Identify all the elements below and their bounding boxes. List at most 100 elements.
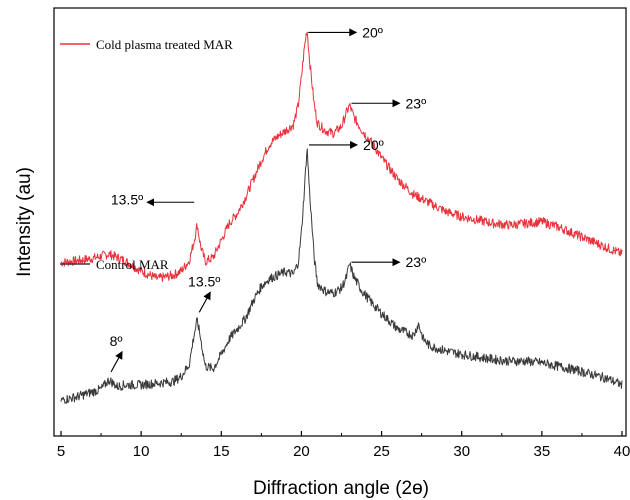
series-line [60, 31, 623, 282]
data-point [309, 58, 310, 59]
data-point [325, 291, 326, 292]
data-point [309, 190, 310, 191]
x-tick-label: 35 [534, 443, 551, 460]
data-point [277, 275, 278, 276]
data-point [60, 400, 61, 401]
annotation-label: 13.5º [188, 273, 220, 289]
data-point [193, 334, 194, 335]
x-axis: 5 10 15 20 25 30 35 40 [57, 431, 630, 460]
data-point [493, 223, 494, 224]
data-point [141, 384, 142, 385]
annotation-label: 23º [406, 254, 427, 270]
data-point [157, 383, 158, 384]
legend-label: Control MAR [96, 257, 169, 272]
data-point [605, 378, 606, 379]
x-tick-label: 20 [293, 443, 310, 460]
data-point [197, 320, 198, 321]
data-point [589, 240, 590, 241]
data-point [200, 245, 201, 246]
data-point [621, 253, 622, 254]
data-point [293, 124, 294, 125]
data-point [229, 338, 230, 339]
annotation-label: 23º [406, 95, 427, 111]
annotation-label: 20º [362, 24, 383, 40]
data-point [261, 286, 262, 287]
data-point [429, 202, 430, 203]
data-point [413, 194, 414, 195]
data-point [193, 241, 194, 242]
data-point [397, 179, 398, 180]
data-point [221, 354, 222, 355]
data-point [354, 117, 355, 118]
data-point [245, 318, 246, 319]
data-point [317, 123, 318, 124]
data-point [205, 366, 206, 367]
data-point [293, 274, 294, 275]
legend-label: Cold plasma treated MAR [96, 37, 233, 52]
x-tick-label: 5 [57, 443, 65, 460]
data-point [509, 225, 510, 226]
data-point [525, 223, 526, 224]
data-point [197, 224, 198, 225]
data-point [213, 368, 214, 369]
data-point [381, 157, 382, 158]
x-tick-label: 40 [614, 443, 630, 460]
data-point [333, 133, 334, 134]
x-tick-label: 10 [133, 443, 150, 460]
data-point [314, 258, 315, 259]
data-point [237, 213, 238, 214]
data-point [541, 362, 542, 363]
data-point [381, 313, 382, 314]
x-axis-label: Diffraction angle (2ɵ) [253, 478, 429, 499]
data-point [349, 264, 350, 265]
x-tick-label: 25 [373, 443, 390, 460]
data-point [461, 216, 462, 217]
data-point [269, 144, 270, 145]
data-point [429, 345, 430, 346]
data-point [413, 335, 414, 336]
data-point [557, 226, 558, 227]
data-point [92, 391, 93, 392]
annotation-arrow [110, 350, 123, 373]
data-point [477, 219, 478, 220]
data-point [346, 277, 347, 278]
annotation-arrow [198, 291, 211, 313]
data-point [181, 376, 182, 377]
y-axis-label: Intensity (au) [14, 167, 35, 277]
annotation-label: 20º [363, 137, 384, 153]
data-point [493, 359, 494, 360]
data-point [298, 105, 299, 106]
data-point [92, 258, 93, 259]
x-tick-label: 30 [453, 443, 470, 460]
data-point [306, 146, 307, 147]
data-point [349, 105, 350, 106]
data-point [205, 261, 206, 262]
data-point [253, 179, 254, 180]
data-point [418, 323, 419, 324]
data-point [306, 28, 307, 29]
data-point [76, 260, 77, 261]
data-point [304, 185, 305, 186]
data-point [362, 130, 363, 131]
data-point [573, 233, 574, 234]
data-point [461, 354, 462, 355]
data-point [221, 240, 222, 241]
data-point [108, 253, 109, 254]
data-point [269, 278, 270, 279]
data-point [301, 232, 302, 233]
data-point [346, 112, 347, 113]
data-point [445, 211, 446, 212]
data-point [509, 361, 510, 362]
data-point [557, 366, 558, 367]
data-point [76, 396, 77, 397]
data-point [285, 271, 286, 272]
data-point [108, 379, 109, 380]
data-point [253, 300, 254, 301]
data-point [229, 223, 230, 224]
data-point [589, 373, 590, 374]
data-point [341, 126, 342, 127]
data-point [173, 275, 174, 276]
data-point [621, 384, 622, 385]
data-point [301, 77, 302, 78]
